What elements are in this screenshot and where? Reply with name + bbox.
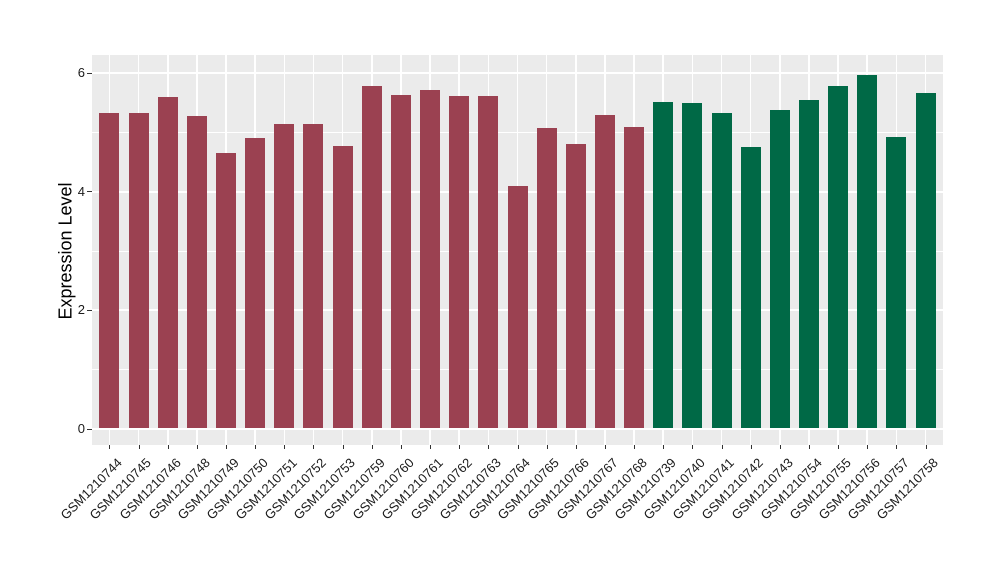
bar-GSM1210759 bbox=[361, 86, 382, 429]
x-tick-mark bbox=[138, 445, 140, 449]
bar-GSM1210739 bbox=[653, 102, 674, 429]
x-tick-mark bbox=[692, 445, 694, 449]
y-axis-title: Expression Level bbox=[55, 182, 76, 320]
x-tick-mark bbox=[546, 445, 548, 449]
bar-GSM1210744 bbox=[99, 113, 120, 429]
bar-GSM1210761 bbox=[420, 90, 441, 429]
gridline-major bbox=[92, 428, 943, 430]
x-tick-mark bbox=[663, 445, 665, 449]
bar-GSM1210768 bbox=[624, 126, 645, 429]
x-tick-mark bbox=[896, 445, 898, 449]
bar-GSM1210765 bbox=[536, 128, 557, 429]
x-tick-mark bbox=[604, 445, 606, 449]
bar-GSM1210748 bbox=[186, 116, 207, 429]
x-tick-mark bbox=[167, 445, 169, 449]
y-tick-mark bbox=[87, 428, 92, 430]
gridline-major bbox=[92, 72, 943, 74]
x-tick-mark bbox=[721, 445, 723, 449]
plot-panel bbox=[92, 55, 943, 445]
bar-GSM1210749 bbox=[216, 153, 237, 429]
x-tick-mark bbox=[400, 445, 402, 449]
bar-GSM1210746 bbox=[157, 96, 178, 429]
bar-GSM1210754 bbox=[798, 99, 819, 429]
x-tick-mark bbox=[371, 445, 373, 449]
x-tick-mark bbox=[808, 445, 810, 449]
x-tick-mark bbox=[342, 445, 344, 449]
bar-GSM1210752 bbox=[303, 124, 324, 429]
bar-GSM1210743 bbox=[769, 109, 790, 429]
bar-GSM1210740 bbox=[682, 103, 703, 429]
bar-GSM1210756 bbox=[857, 74, 878, 429]
gridline-minor bbox=[92, 131, 943, 133]
y-tick-mark bbox=[87, 309, 92, 311]
bar-GSM1210753 bbox=[332, 146, 353, 429]
y-tick-mark bbox=[87, 191, 92, 193]
x-tick-mark bbox=[488, 445, 490, 449]
x-tick-mark bbox=[750, 445, 752, 449]
bar-GSM1210751 bbox=[274, 123, 295, 429]
bar-GSM1210745 bbox=[128, 113, 149, 429]
bar-GSM1210764 bbox=[507, 186, 528, 429]
y-tick-label: 0 bbox=[77, 421, 85, 436]
x-tick-mark bbox=[196, 445, 198, 449]
bar-GSM1210763 bbox=[478, 96, 499, 429]
bar-GSM1210767 bbox=[594, 114, 615, 429]
x-tick-mark bbox=[634, 445, 636, 449]
bar-GSM1210742 bbox=[740, 147, 761, 429]
x-tick-mark bbox=[838, 445, 840, 449]
x-tick-mark bbox=[925, 445, 927, 449]
bar-GSM1210762 bbox=[449, 95, 470, 429]
x-tick-mark bbox=[459, 445, 461, 449]
y-tick-label: 4 bbox=[77, 183, 85, 199]
bar-GSM1210757 bbox=[886, 136, 907, 429]
x-tick-mark bbox=[867, 445, 869, 449]
x-tick-mark bbox=[109, 445, 111, 449]
x-tick-mark bbox=[779, 445, 781, 449]
y-tick-label: 6 bbox=[77, 65, 85, 81]
x-tick-mark bbox=[575, 445, 577, 449]
bar-GSM1210760 bbox=[390, 95, 411, 429]
x-tick-mark bbox=[313, 445, 315, 449]
bar-GSM1210758 bbox=[915, 92, 936, 429]
x-tick-mark bbox=[226, 445, 228, 449]
y-tick-label: 2 bbox=[77, 302, 85, 318]
bar-GSM1210755 bbox=[828, 86, 849, 429]
y-tick-mark bbox=[87, 72, 92, 74]
bar-GSM1210766 bbox=[565, 143, 586, 429]
bar-GSM1210750 bbox=[245, 137, 266, 429]
x-tick-mark bbox=[255, 445, 257, 449]
x-tick-mark bbox=[517, 445, 519, 449]
bar-GSM1210741 bbox=[711, 113, 732, 429]
x-tick-mark bbox=[284, 445, 286, 449]
x-tick-mark bbox=[430, 445, 432, 449]
